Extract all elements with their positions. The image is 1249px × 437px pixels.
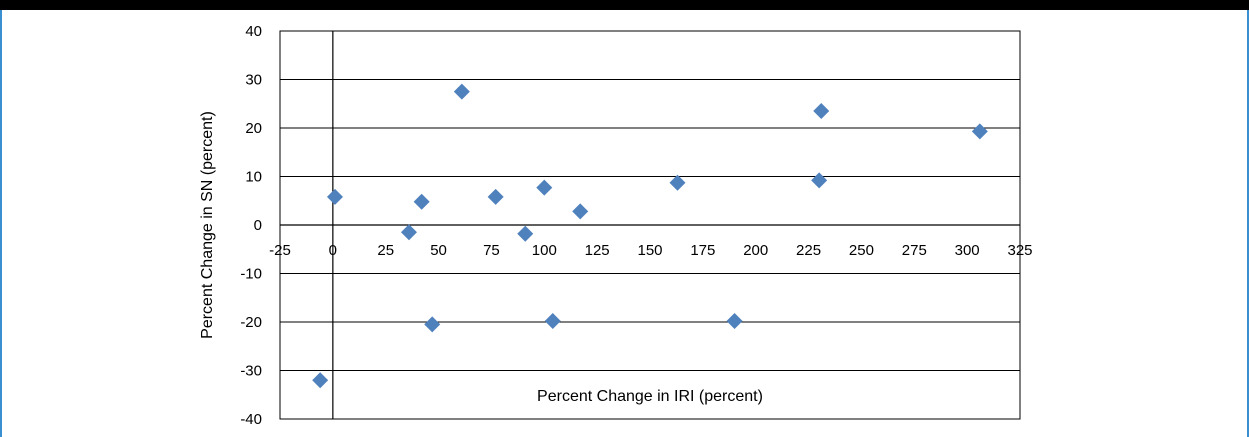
x-tick-label: 275 [902, 242, 927, 259]
x-tick-label: 225 [796, 242, 821, 259]
data-point [726, 313, 743, 330]
data-point [669, 174, 686, 191]
y-tick-label: -10 [240, 266, 262, 283]
y-tick-label: 30 [245, 72, 262, 89]
x-tick-label: 150 [637, 242, 662, 259]
data-point [572, 203, 589, 220]
data-point [326, 188, 343, 205]
y-tick-labels: 40 30 20 10 0 -10 -20 -30 -40 [240, 23, 262, 428]
x-tick-label: 0 [329, 242, 337, 259]
x-tick-label: 75 [483, 242, 500, 259]
y-tick-label: 10 [245, 169, 262, 186]
y-tick-label: 20 [245, 120, 262, 137]
data-point [453, 83, 470, 100]
x-tick-label: 125 [585, 242, 610, 259]
x-tick-label: 200 [743, 242, 768, 259]
x-tick-label: 25 [377, 242, 394, 259]
data-point [413, 193, 430, 210]
data-point [517, 225, 534, 242]
axes [279, 30, 1021, 420]
y-tick-label: -30 [240, 363, 262, 380]
x-tick-label: 100 [532, 242, 557, 259]
y-tick-label: 0 [254, 217, 262, 234]
x-tick-label: 325 [1007, 242, 1032, 259]
data-point [544, 313, 561, 330]
data-point [400, 224, 417, 241]
y-tick-label: 40 [245, 23, 262, 40]
x-tick-label: 300 [955, 242, 980, 259]
data-point [536, 179, 553, 196]
x-tick-labels: -25 0 25 50 75 100 125 150 175 200 225 250 275 300 325 [269, 242, 1032, 259]
x-tick-label: 250 [849, 242, 874, 259]
right-border-rule [1247, 10, 1249, 437]
data-point [811, 172, 828, 189]
x-tick-label: -25 [269, 242, 291, 259]
left-border-rule [0, 10, 2, 437]
y-tick-label: -40 [240, 411, 262, 428]
y-axis-title: Percent Change in SN (percent) [199, 111, 216, 339]
y-tick-label: -20 [240, 314, 262, 331]
data-point [424, 316, 441, 333]
data-points [312, 83, 988, 389]
data-point [312, 372, 329, 389]
top-border-bar [0, 0, 1249, 10]
x-tick-label: 50 [430, 242, 447, 259]
x-axis-title: Percent Change in IRI (percent) [537, 388, 763, 405]
data-point [971, 123, 988, 140]
x-tick-label: 175 [690, 242, 715, 259]
data-point [487, 188, 504, 205]
data-point [813, 103, 830, 120]
